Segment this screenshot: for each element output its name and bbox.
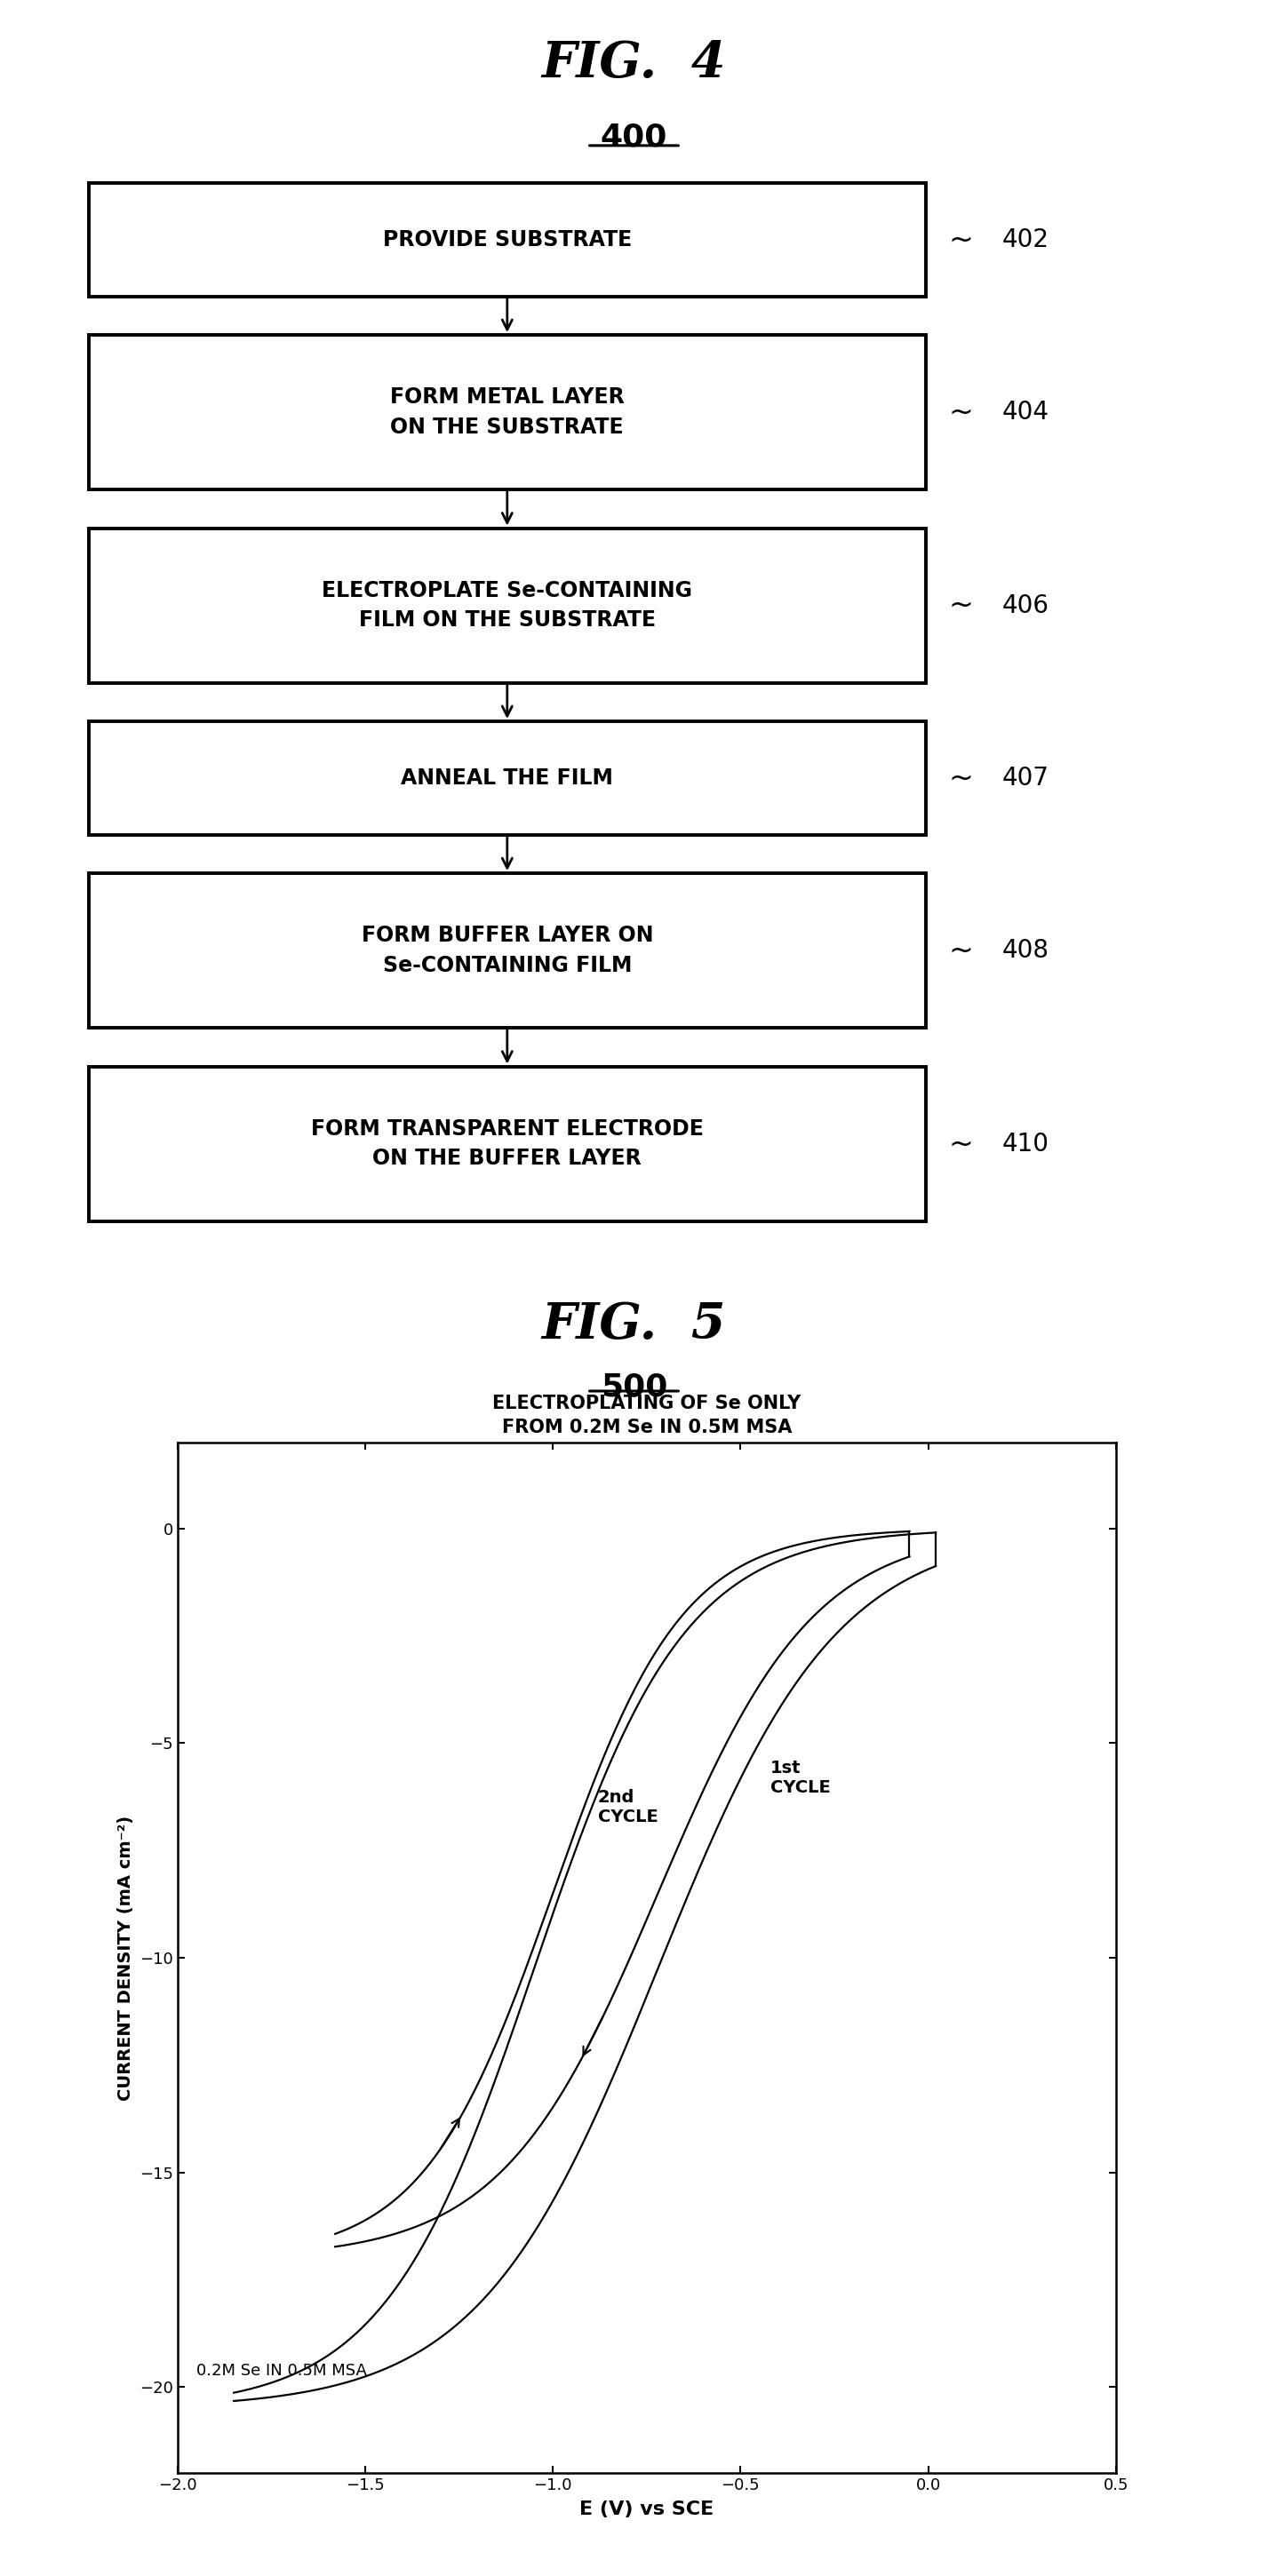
Text: FORM BUFFER LAYER ON
Se-CONTAINING FILM: FORM BUFFER LAYER ON Se-CONTAINING FILM (361, 925, 653, 976)
Text: 404: 404 (1002, 399, 1049, 425)
Text: FORM TRANSPARENT ELECTRODE
ON THE BUFFER LAYER: FORM TRANSPARENT ELECTRODE ON THE BUFFER… (311, 1118, 704, 1170)
FancyBboxPatch shape (89, 528, 926, 683)
FancyBboxPatch shape (89, 183, 926, 296)
Title: ELECTROPLATING OF Se ONLY
FROM 0.2M Se IN 0.5M MSA: ELECTROPLATING OF Se ONLY FROM 0.2M Se I… (492, 1396, 801, 1437)
Text: 500: 500 (601, 1370, 667, 1401)
FancyBboxPatch shape (89, 335, 926, 489)
Text: 410: 410 (1002, 1131, 1049, 1157)
Text: 0.2M Se IN 0.5M MSA: 0.2M Se IN 0.5M MSA (197, 2362, 366, 2378)
Text: ~: ~ (948, 1128, 974, 1159)
Text: 1st
CYCLE: 1st CYCLE (771, 1759, 831, 1795)
Text: 406: 406 (1002, 592, 1049, 618)
FancyBboxPatch shape (89, 721, 926, 835)
FancyBboxPatch shape (89, 1066, 926, 1221)
Y-axis label: CURRENT DENSITY (mA cm⁻²): CURRENT DENSITY (mA cm⁻²) (118, 1816, 134, 2099)
Text: ELECTROPLATE Se-CONTAINING
FILM ON THE SUBSTRATE: ELECTROPLATE Se-CONTAINING FILM ON THE S… (322, 580, 692, 631)
Text: ~: ~ (948, 762, 974, 793)
Text: 400: 400 (601, 124, 667, 152)
Text: 402: 402 (1002, 227, 1049, 252)
Text: ~: ~ (948, 224, 974, 255)
Text: FIG.  5: FIG. 5 (541, 1301, 727, 1350)
Text: ~: ~ (948, 590, 974, 621)
Text: 2nd
CYCLE: 2nd CYCLE (598, 1790, 658, 1826)
FancyBboxPatch shape (89, 873, 926, 1028)
Text: ~: ~ (948, 935, 974, 966)
Text: FORM METAL LAYER
ON THE SUBSTRATE: FORM METAL LAYER ON THE SUBSTRATE (391, 386, 624, 438)
X-axis label: E (V) vs SCE: E (V) vs SCE (579, 2501, 714, 2519)
Text: ANNEAL THE FILM: ANNEAL THE FILM (401, 768, 614, 788)
Text: PROVIDE SUBSTRATE: PROVIDE SUBSTRATE (383, 229, 631, 250)
Text: FIG.  4: FIG. 4 (541, 39, 727, 88)
Text: 408: 408 (1002, 938, 1049, 963)
Text: ~: ~ (948, 397, 974, 428)
Text: 407: 407 (1002, 765, 1049, 791)
